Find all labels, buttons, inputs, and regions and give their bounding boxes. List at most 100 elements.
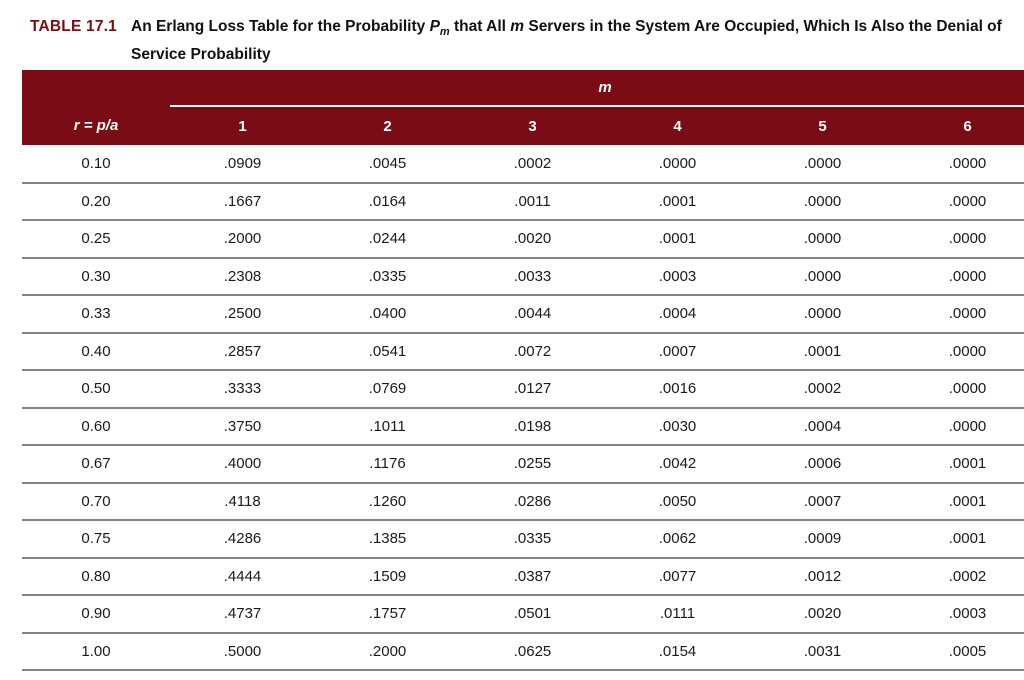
row-r-value: 0.90 [22,595,170,634]
row-r-value: 0.60 [22,407,170,446]
corner-label: r = p/a [22,106,170,145]
cell-value: .0002 [750,370,895,409]
cell-value: .0769 [315,370,460,409]
cell-value: .0000 [750,295,895,334]
cell-value: .0000 [895,220,1024,259]
cell-value: .0286 [460,482,605,521]
row-r-value: 1.00 [22,632,170,671]
cell-value: .0000 [750,182,895,221]
column-header: 5 [750,106,895,145]
cell-value: .0111 [605,595,750,634]
cell-value: .0072 [460,332,605,371]
cell-value: .3333 [170,370,315,409]
table-row: 0.25.2000.0244.0020.0001.0000.0000 [22,220,1024,259]
table-row: 0.90.4737.1757.0501.0111.0020.0003 [22,595,1024,634]
column-header: 1 [170,106,315,145]
cell-value: .0000 [895,295,1024,334]
cell-value: .1757 [315,595,460,634]
cell-value: .0001 [605,220,750,259]
erlang-loss-table-container: m r = p/a 1 2 3 4 5 6 0.10.0909.0045 .000… [22,70,1024,671]
cell-value: .0198 [460,407,605,446]
cell-value: .4286 [170,520,315,559]
table-row: 0.67.4000.1176.0255.0042.0006.0001 [22,445,1024,484]
table-header: m r = p/a 1 2 3 4 5 6 [22,70,1024,145]
cell-value: .0000 [750,145,895,184]
cell-value: .0007 [605,332,750,371]
cell-value: .1667 [170,182,315,221]
cell-value: .0006 [750,445,895,484]
cell-value: .0244 [315,220,460,259]
cell-value: .2500 [170,295,315,334]
probability-subscript: m [439,26,450,39]
cell-value: .0000 [895,407,1024,446]
cell-value: .0009 [750,520,895,559]
cell-value: .0077 [605,557,750,596]
cell-value: .0045 [315,145,460,184]
table-row: 0.70.4118.1260.0286.0050.0007.0001 [22,482,1024,521]
table-number-label: TABLE 17.1 [30,18,117,35]
cell-value: .0000 [895,257,1024,296]
cell-value: .0002 [895,557,1024,596]
cell-value: .0044 [460,295,605,334]
table-body: 0.10.0909.0045.0002.0000.0000.0000 0.20.1… [22,145,1024,671]
cell-value: .4118 [170,482,315,521]
column-header: 4 [605,106,750,145]
cell-value: .0000 [750,257,895,296]
row-r-value: 0.10 [22,145,170,184]
cell-value: .0154 [605,632,750,671]
cell-value: .0000 [895,182,1024,221]
row-r-value: 0.70 [22,482,170,521]
cell-value: .0020 [460,220,605,259]
table-caption: TABLE 17.1 An Erlang Loss Table for the … [30,13,1024,69]
cell-value: .1176 [315,445,460,484]
group-header-m: m [170,70,1024,107]
cell-value: .0501 [460,595,605,634]
group-header-row: m [22,70,1024,107]
row-r-value: 0.75 [22,520,170,559]
cell-value: .1011 [315,407,460,446]
cell-value: .2857 [170,332,315,371]
cell-value: .4000 [170,445,315,484]
cell-value: .0050 [605,482,750,521]
cell-value: .0541 [315,332,460,371]
probability-symbol: P [429,18,440,35]
cell-value: .0001 [895,482,1024,521]
title-text-part: that All [449,18,511,35]
cell-value: .0000 [605,145,750,184]
m-symbol: m [510,18,525,35]
cell-value: .0335 [315,257,460,296]
cell-value: .0001 [605,182,750,221]
cell-value: .0020 [750,595,895,634]
cell-value: .0016 [605,370,750,409]
column-header: 2 [315,106,460,145]
row-r-value: 0.25 [22,220,170,259]
title-text-part: Service Probability [131,46,271,63]
title-text-part: Servers in the System Are Occupied, Whic… [524,18,1002,35]
cell-value: .0001 [895,445,1024,484]
cell-value: .0033 [460,257,605,296]
table-title: An Erlang Loss Table for the Probability… [131,13,1002,69]
title-text-part: An Erlang Loss Table for the Probability [131,18,430,35]
cell-value: .1509 [315,557,460,596]
cell-value: .0127 [460,370,605,409]
table-row: 0.20.1667.0164.0011.0001.0000.0000 [22,182,1024,221]
cell-value: .1385 [315,520,460,559]
cell-value: .0001 [895,520,1024,559]
cell-value: .2308 [170,257,315,296]
cell-value: .1260 [315,482,460,521]
column-header: 3 [460,106,605,145]
cell-value: .0003 [895,595,1024,634]
cell-value: .0625 [460,632,605,671]
cell-value: .0004 [750,407,895,446]
cell-value: .5000 [170,632,315,671]
row-r-value: 0.20 [22,182,170,221]
row-r-value: 0.33 [22,295,170,334]
cell-value: .0909 [170,145,315,184]
table-row: 1.00.5000.2000.0625.0154.0031.0005 [22,632,1024,671]
cell-value: .0042 [605,445,750,484]
cell-value: .0255 [460,445,605,484]
table-row: 0.30.2308.0335.0033.0003.0000.0000 [22,257,1024,296]
column-header: 6 [895,106,1024,145]
cell-value: .4737 [170,595,315,634]
corner-spacer [22,70,170,106]
